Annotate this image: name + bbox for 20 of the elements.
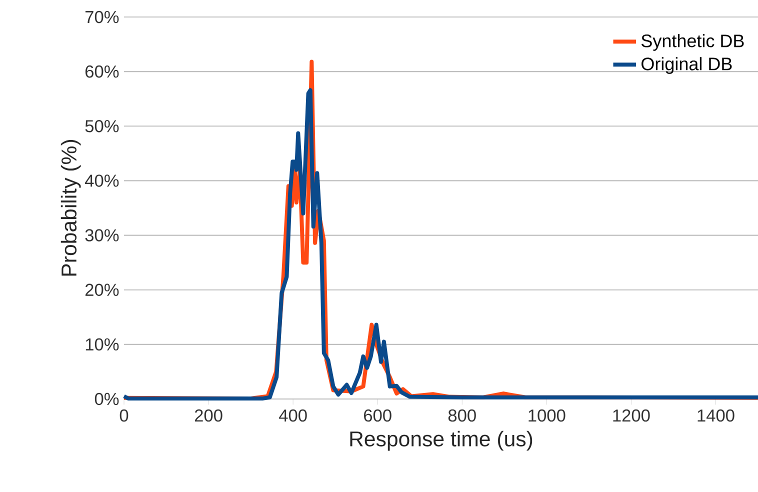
- x-axis-title: Response time (us): [350, 430, 532, 451]
- legend-label: Synthetic DB: [641, 34, 744, 51]
- y-axis-title: Probability (%): [60, 140, 81, 276]
- x-tick-label: 1400: [698, 409, 734, 422]
- x-tick-label: 0: [120, 409, 128, 422]
- x-tick-label: 1000: [528, 409, 566, 422]
- x-tick-label: 1200: [613, 409, 650, 422]
- y-tick-label: 0%: [94, 392, 119, 406]
- y-tick-label: 50%: [85, 120, 119, 132]
- x-tick-label: 600: [364, 409, 392, 422]
- x-tick-label: 200: [194, 409, 222, 422]
- y-tick-label: 30%: [85, 229, 119, 242]
- y-tick-label: 10%: [86, 338, 119, 351]
- x-tick-label: 400: [279, 409, 307, 422]
- y-tick-label: 60%: [85, 65, 119, 78]
- x-tick-label: 800: [448, 409, 476, 422]
- y-tick-label: 70%: [86, 10, 119, 24]
- legend-label: Original DB: [642, 57, 732, 74]
- y-tick-label: 20%: [85, 284, 119, 296]
- y-tick-label: 40%: [85, 174, 119, 187]
